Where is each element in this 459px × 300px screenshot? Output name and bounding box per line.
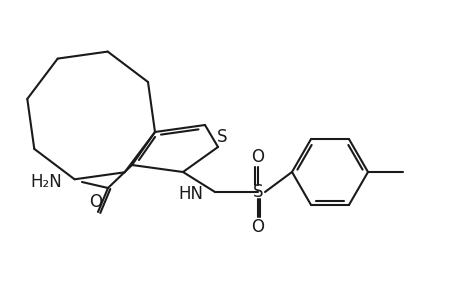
Text: HN: HN [178, 185, 202, 203]
Text: H₂N: H₂N [30, 173, 62, 191]
Text: O: O [90, 193, 102, 211]
Text: O: O [251, 218, 264, 236]
Text: S: S [252, 183, 263, 201]
Text: O: O [251, 148, 264, 166]
Text: S: S [216, 128, 227, 146]
